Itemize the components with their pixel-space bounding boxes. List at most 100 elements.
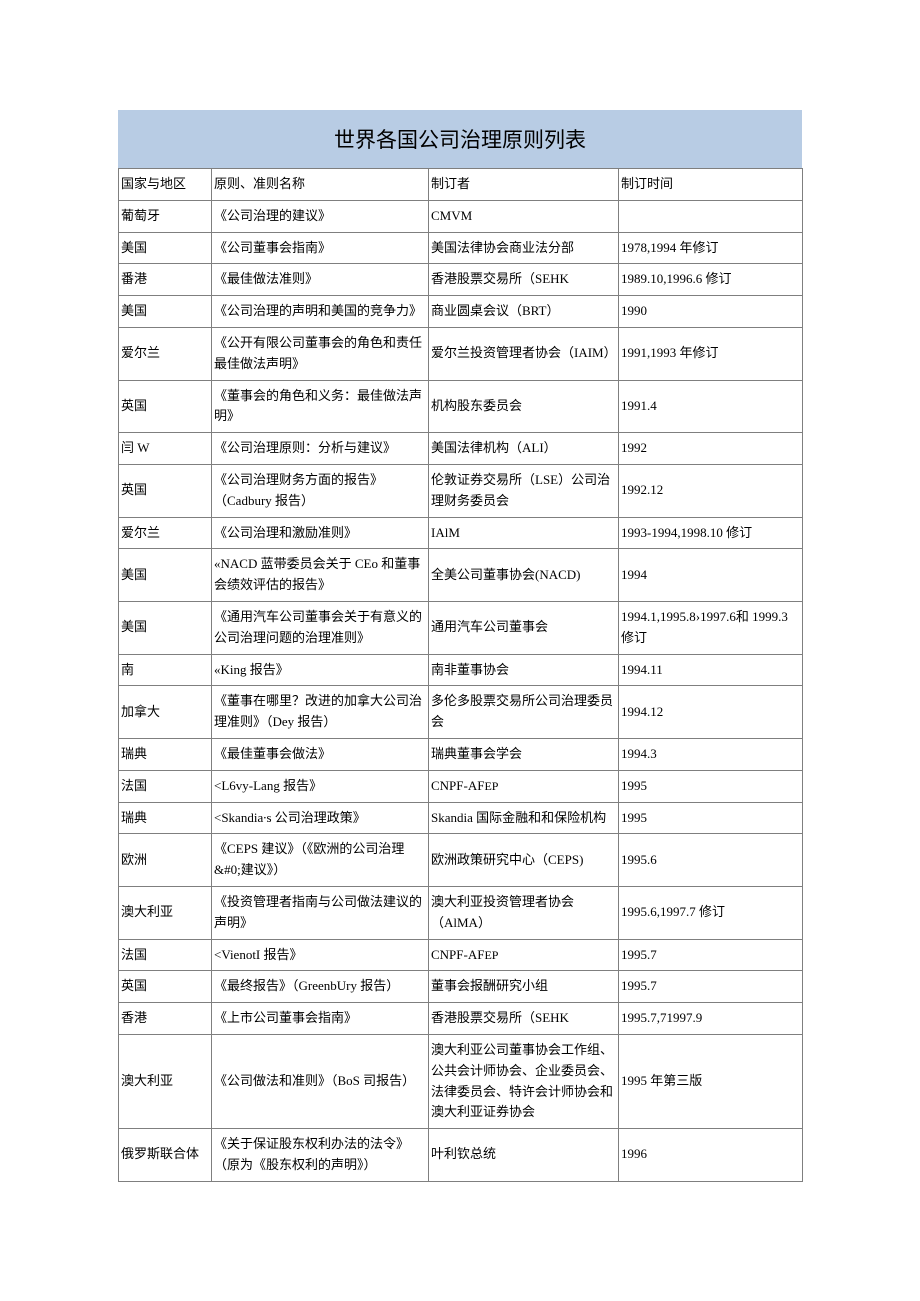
cell-author: 美国法律机构（ALI）	[429, 433, 619, 465]
cell-author: 多伦多股票交易所公司治理委员会	[429, 686, 619, 739]
table-row: 澳大利亚《公司做法和准则》（BoS 司报告）澳大利亚公司董事协会工作组、公共会计…	[119, 1034, 803, 1128]
cell-region: 英国	[119, 464, 212, 517]
cell-author: 爱尔兰投资管理者协会（IAIM）	[429, 327, 619, 380]
cell-author: 瑞典董事会学会	[429, 738, 619, 770]
cell-author: 南非董事协会	[429, 654, 619, 686]
cell-name: 《公司董事会指南》	[212, 232, 429, 264]
cell-region: 南	[119, 654, 212, 686]
table-row: 南«King 报告》南非董事协会1994.11	[119, 654, 803, 686]
cell-author: 通用汽车公司董事会	[429, 601, 619, 654]
cell-author: 董事会报酬研究小组	[429, 971, 619, 1003]
table-header-row: 国家与地区原则、准则名称制订者制订时间	[119, 169, 803, 201]
cell-name: 《上市公司董事会指南》	[212, 1003, 429, 1035]
table-row: 闫 W《公司治理原则：分析与建议》美国法律机构（ALI）1992	[119, 433, 803, 465]
cell-date: 1996	[619, 1129, 803, 1182]
cell-region: 番港	[119, 264, 212, 296]
cell-region: 美国	[119, 296, 212, 328]
cell-date: 1989.10,1996.6 修订	[619, 264, 803, 296]
table-row: 葡萄牙《公司治理的建议》CMVM	[119, 200, 803, 232]
cell-date: 1994.3	[619, 738, 803, 770]
column-header: 原则、准则名称	[212, 169, 429, 201]
cell-date: 1994	[619, 549, 803, 602]
cell-name: 《公司治理和激励准则》	[212, 517, 429, 549]
cell-date: 1995	[619, 802, 803, 834]
cell-author: 叶利钦总统	[429, 1129, 619, 1182]
cell-author: 澳大利亚公司董事协会工作组、公共会计师协会、企业委员会、法律委员会、特许会计师协…	[429, 1034, 619, 1128]
cell-author: CMVM	[429, 200, 619, 232]
cell-region: 美国	[119, 601, 212, 654]
table-row: 爱尔兰《公司治理和激励准则》IAlM1993-1994,1998.10 修订	[119, 517, 803, 549]
cell-date: 1978,1994 年修订	[619, 232, 803, 264]
table-row: 美国《公司董事会指南》美国法律协会商业法分部1978,1994 年修订	[119, 232, 803, 264]
column-header: 国家与地区	[119, 169, 212, 201]
column-header: 制订时间	[619, 169, 803, 201]
cell-name: 《最佳做法准则》	[212, 264, 429, 296]
table-row: 香港《上市公司董事会指南》香港股票交易所（SEHK1995.7,71997.9	[119, 1003, 803, 1035]
table-row: 英国《最终报告》（GreenbUry 报告）董事会报酬研究小组1995.7	[119, 971, 803, 1003]
table-row: 法国<VienotI 报告》CNPF-AFEP1995.7	[119, 939, 803, 971]
cell-region: 欧洲	[119, 834, 212, 887]
table-row: 加拿大《董事在哪里？改进的加拿大公司治理准则》（Dey 报告）多伦多股票交易所公…	[119, 686, 803, 739]
cell-name: 《公司做法和准则》（BoS 司报告）	[212, 1034, 429, 1128]
cell-name: 《公司治理原则：分析与建议》	[212, 433, 429, 465]
cell-author: 欧洲政策研究中心（CEPS)	[429, 834, 619, 887]
cell-author: 香港股票交易所（SEHK	[429, 1003, 619, 1035]
cell-date: 1990	[619, 296, 803, 328]
cell-name: 《通用汽车公司董事会关于有意义的公司治理问题的治理准则》	[212, 601, 429, 654]
cell-date: 1993-1994,1998.10 修订	[619, 517, 803, 549]
page-title: 世界各国公司治理原则列表	[118, 110, 802, 168]
cell-region: 瑞典	[119, 802, 212, 834]
cell-date: 1992	[619, 433, 803, 465]
table-row: 欧洲《CEPS 建议》（《欧洲的公司治理&#0;建议》）欧洲政策研究中心（CEP…	[119, 834, 803, 887]
cell-author: 商业圆桌会议（BRT）	[429, 296, 619, 328]
cell-name: «NACD 蓝带委员会关于 CEo 和董事会绩效评估的报告》	[212, 549, 429, 602]
cell-date: 1995.6,1997.7 修订	[619, 886, 803, 939]
table-row: 法国<L6vy-Lang 报告》CNPF-AFEP1995	[119, 770, 803, 802]
cell-region: 葡萄牙	[119, 200, 212, 232]
cell-date: 1995.6	[619, 834, 803, 887]
table-row: 瑞典<Skandia∙s 公司治理政策》Skandia 国际金融和和保险机构19…	[119, 802, 803, 834]
table-row: 爱尔兰《公开有限公司董事会的角色和责任最佳做法声明》爱尔兰投资管理者协会（IAI…	[119, 327, 803, 380]
cell-name: 《公司治理的声明和美国的竞争力》	[212, 296, 429, 328]
governance-table: 国家与地区原则、准则名称制订者制订时间葡萄牙《公司治理的建议》CMVM美国《公司…	[118, 168, 803, 1182]
cell-author: 全美公司董事协会(NACD)	[429, 549, 619, 602]
cell-name: 《投资管理者指南与公司做法建议的声明》	[212, 886, 429, 939]
cell-date: 1995.7	[619, 971, 803, 1003]
cell-name: 《公司治理的建议》	[212, 200, 429, 232]
cell-name: «King 报告》	[212, 654, 429, 686]
cell-name: 《董事会的角色和义务：最佳做法声明》	[212, 380, 429, 433]
cell-region: 爱尔兰	[119, 517, 212, 549]
table-row: 瑞典《最佳董事会做法》瑞典董事会学会1994.3	[119, 738, 803, 770]
cell-region: 闫 W	[119, 433, 212, 465]
cell-author: CNPF-AFEP	[429, 939, 619, 971]
table-row: 番港《最佳做法准则》香港股票交易所（SEHK1989.10,1996.6 修订	[119, 264, 803, 296]
table-row: 美国«NACD 蓝带委员会关于 CEo 和董事会绩效评估的报告》全美公司董事协会…	[119, 549, 803, 602]
cell-author: 澳大利亚投资管理者协会（AlMA）	[429, 886, 619, 939]
cell-author: 香港股票交易所（SEHK	[429, 264, 619, 296]
cell-region: 英国	[119, 971, 212, 1003]
cell-name: <L6vy-Lang 报告》	[212, 770, 429, 802]
table-row: 美国《通用汽车公司董事会关于有意义的公司治理问题的治理准则》通用汽车公司董事会1…	[119, 601, 803, 654]
cell-region: 澳大利亚	[119, 886, 212, 939]
cell-date: 1991.4	[619, 380, 803, 433]
cell-date: 1992.12	[619, 464, 803, 517]
cell-region: 美国	[119, 549, 212, 602]
table-row: 英国《公司治理财务方面的报告》（Cadbury 报告）伦敦证券交易所（LSE）公…	[119, 464, 803, 517]
cell-region: 香港	[119, 1003, 212, 1035]
cell-region: 法国	[119, 770, 212, 802]
table-row: 美国《公司治理的声明和美国的竞争力》商业圆桌会议（BRT）1990	[119, 296, 803, 328]
cell-region: 瑞典	[119, 738, 212, 770]
cell-date: 1994.12	[619, 686, 803, 739]
cell-name: 《公开有限公司董事会的角色和责任最佳做法声明》	[212, 327, 429, 380]
cell-author: 美国法律协会商业法分部	[429, 232, 619, 264]
cell-date: 1995.7,71997.9	[619, 1003, 803, 1035]
cell-name: <VienotI 报告》	[212, 939, 429, 971]
cell-region: 美国	[119, 232, 212, 264]
cell-date: 1994.1,1995.8›1997.6和 1999.3 修订	[619, 601, 803, 654]
cell-author: IAlM	[429, 517, 619, 549]
cell-name: 《CEPS 建议》（《欧洲的公司治理&#0;建议》）	[212, 834, 429, 887]
cell-name: 《最佳董事会做法》	[212, 738, 429, 770]
cell-name: 《公司治理财务方面的报告》（Cadbury 报告）	[212, 464, 429, 517]
cell-region: 英国	[119, 380, 212, 433]
cell-author: 伦敦证券交易所（LSE）公司治理财务委员会	[429, 464, 619, 517]
